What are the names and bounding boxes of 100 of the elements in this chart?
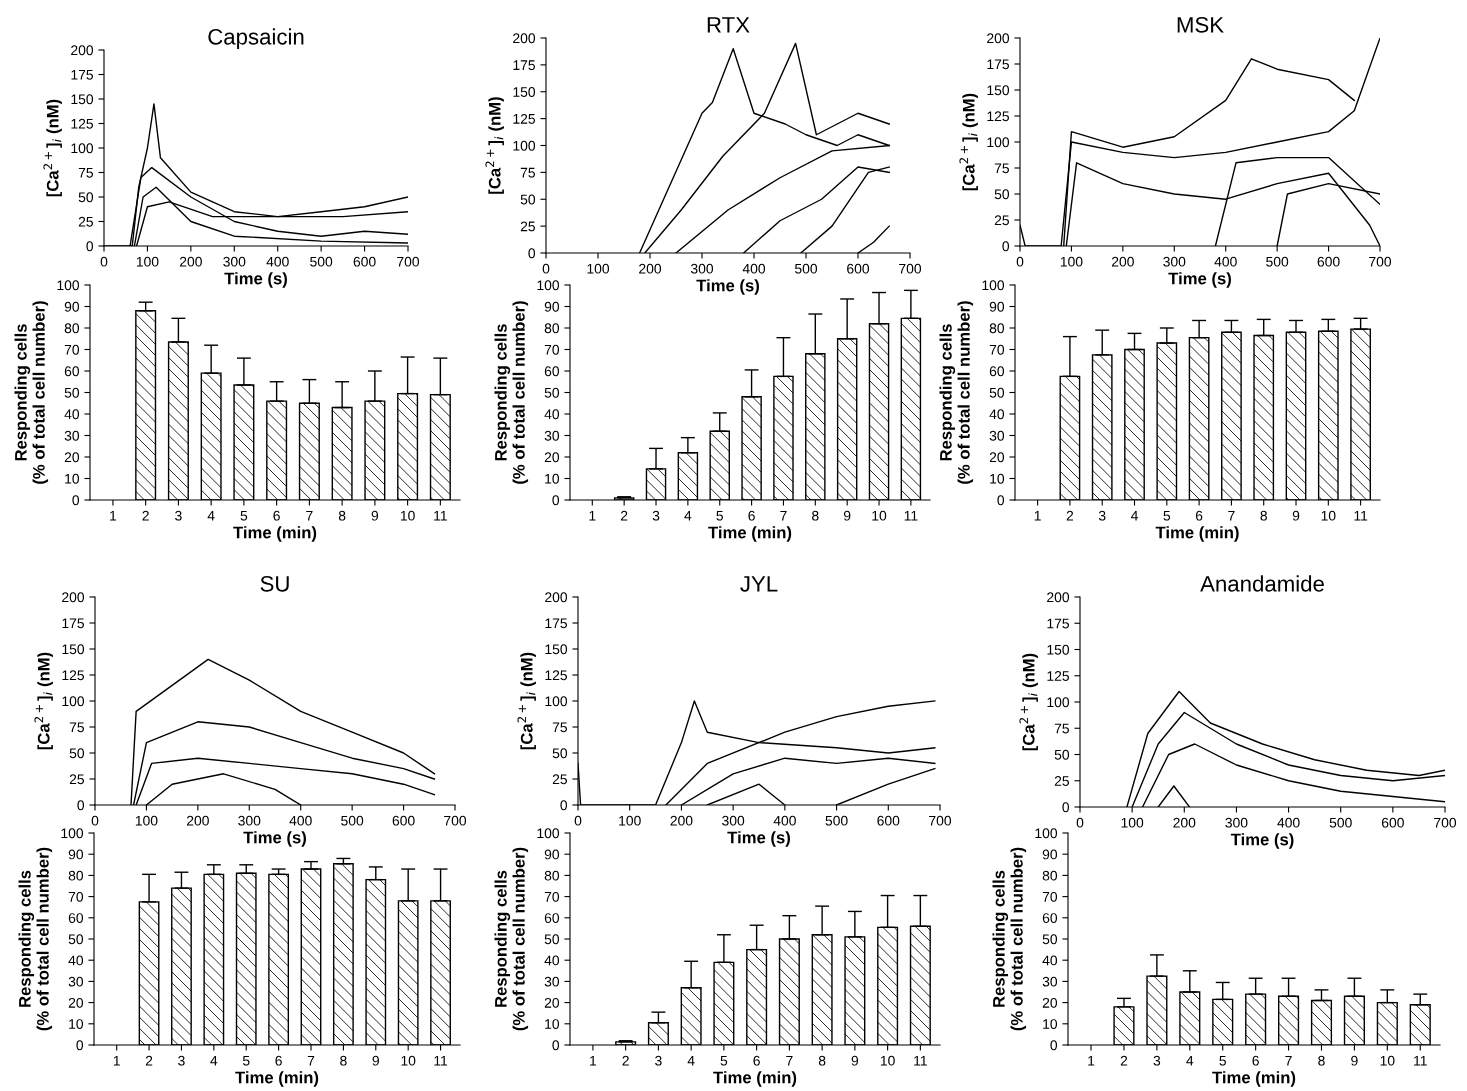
y-tick-label: 150 (987, 85, 1010, 96)
x-tick-label: 8 (1260, 510, 1267, 521)
y-tick-label: 70 (1042, 891, 1058, 902)
y-tick-label: 30 (64, 430, 80, 441)
x-axis-title: Time (min) (1155, 526, 1239, 542)
y-tick-label: 0 (77, 800, 85, 811)
y-tick-label: 30 (544, 976, 560, 987)
x-tick-label: 10 (872, 510, 887, 521)
x-tick-label: 5 (1219, 1055, 1227, 1066)
x-tick-label: 10 (1380, 1055, 1395, 1066)
x-tick-label: 0 (1076, 817, 1084, 828)
y-tick-label: 30 (1042, 976, 1058, 987)
x-tick-label: 200 (1173, 817, 1196, 828)
chart-title: Anandamide (1200, 575, 1324, 592)
x-tick-label: 2 (622, 1055, 629, 1066)
x-tick-label: 600 (1381, 817, 1404, 828)
y-tick-label: 40 (68, 955, 84, 966)
x-tick-label: 7 (1285, 1055, 1292, 1066)
y-axis-title: [Ca$^{2+}$]$_{i}$ (nM) (43, 99, 62, 197)
y-tick-label: 30 (68, 976, 84, 987)
y-tick-label: 70 (544, 344, 560, 355)
y-tick-label: 100 (71, 143, 94, 154)
y-axis-title: Responding cells (% of total cell number) (992, 847, 1027, 1031)
y-tick-label: 0 (560, 800, 568, 811)
x-tick-label: 7 (307, 1055, 315, 1066)
y-tick-label: 80 (544, 323, 560, 334)
x-tick-label: 600 (847, 263, 870, 274)
y-tick-label: 10 (545, 473, 560, 484)
y-tick-label: 150 (62, 644, 85, 655)
y-tick-label: 100 (57, 280, 80, 291)
y-tick-label: 0 (76, 1040, 84, 1051)
x-tick-label: 10 (880, 1055, 895, 1066)
y-tick-label: 200 (513, 33, 536, 44)
y-tick-label: 50 (78, 192, 94, 203)
x-tick-label: 11 (1414, 1055, 1427, 1066)
x-tick-label: 2 (1066, 510, 1074, 521)
x-tick-label: 9 (371, 510, 379, 521)
y-tick-label: 125 (1047, 671, 1069, 681)
y-tick-label: 50 (520, 194, 536, 205)
y-tick-label: 100 (61, 828, 84, 839)
y-tick-label: 75 (78, 167, 93, 178)
y-tick-label: 100 (537, 828, 560, 839)
y-tick-label: 90 (64, 301, 80, 312)
y-tick-label: 0 (72, 495, 80, 506)
y-tick-label: 100 (537, 280, 560, 291)
y-tick-label: 25 (994, 215, 1009, 226)
x-tick-label: 8 (812, 510, 819, 521)
x-tick-label: 700 (929, 815, 952, 826)
x-tick-label: 700 (1434, 817, 1457, 828)
y-tick-label: 175 (545, 618, 567, 629)
y-tick-label: 50 (989, 387, 1005, 398)
y-tick-label: 25 (520, 221, 535, 232)
y-tick-label: 20 (64, 452, 80, 463)
y-tick-label: 50 (64, 387, 80, 398)
x-tick-label: 200 (639, 263, 662, 274)
y-tick-label: 20 (544, 997, 560, 1008)
y-tick-label: 50 (544, 387, 560, 398)
y-tick-label: 90 (544, 849, 560, 860)
x-tick-label: 11 (1354, 510, 1368, 521)
x-tick-label: 11 (904, 510, 918, 521)
x-tick-label: 7 (780, 510, 787, 521)
x-tick-label: 4 (684, 510, 692, 521)
x-tick-label: 8 (340, 1055, 347, 1066)
y-tick-label: 10 (1043, 1019, 1058, 1029)
x-tick-label: 1 (589, 510, 596, 521)
y-axis-title: Responding cells (% of total cell number) (18, 847, 53, 1031)
y-tick-label: 200 (71, 45, 94, 56)
x-tick-label: 9 (1351, 1055, 1358, 1066)
y-tick-label: 125 (987, 111, 1009, 122)
y-tick-label: 200 (62, 592, 85, 603)
y-tick-label: 0 (1062, 802, 1070, 813)
x-tick-label: 3 (175, 510, 182, 521)
y-tick-label: 80 (1042, 870, 1058, 881)
x-tick-label: 6 (1252, 1055, 1259, 1066)
x-tick-label: 5 (716, 510, 724, 521)
x-axis-title: Time (min) (708, 526, 792, 542)
x-tick-label: 700 (397, 256, 420, 267)
y-tick-label: 75 (552, 722, 567, 733)
y-tick-label: 20 (544, 452, 560, 463)
x-tick-label: 3 (178, 1055, 185, 1066)
x-tick-label: 100 (619, 815, 641, 826)
x-tick-label: 1 (1088, 1055, 1095, 1066)
y-tick-label: 90 (68, 849, 84, 860)
y-tick-label: 75 (994, 163, 1009, 174)
x-tick-label: 700 (899, 263, 922, 274)
y-tick-label: 25 (78, 216, 93, 227)
x-tick-label: 6 (753, 1055, 760, 1066)
y-tick-label: 50 (69, 748, 85, 759)
y-tick-label: 50 (552, 748, 568, 759)
x-tick-label: 11 (914, 1055, 927, 1066)
y-tick-label: 50 (68, 934, 84, 945)
y-tick-label: 100 (513, 140, 536, 151)
x-tick-label: 600 (353, 256, 376, 267)
y-axis-title: Responding cells (% of total cell number) (14, 301, 49, 484)
y-tick-label: 80 (544, 870, 560, 881)
chart-title: MSK (1177, 16, 1224, 33)
y-tick-label: 90 (544, 301, 560, 312)
x-tick-label: 11 (434, 1055, 448, 1066)
x-tick-label: 400 (289, 815, 312, 826)
x-tick-label: 500 (794, 263, 818, 274)
